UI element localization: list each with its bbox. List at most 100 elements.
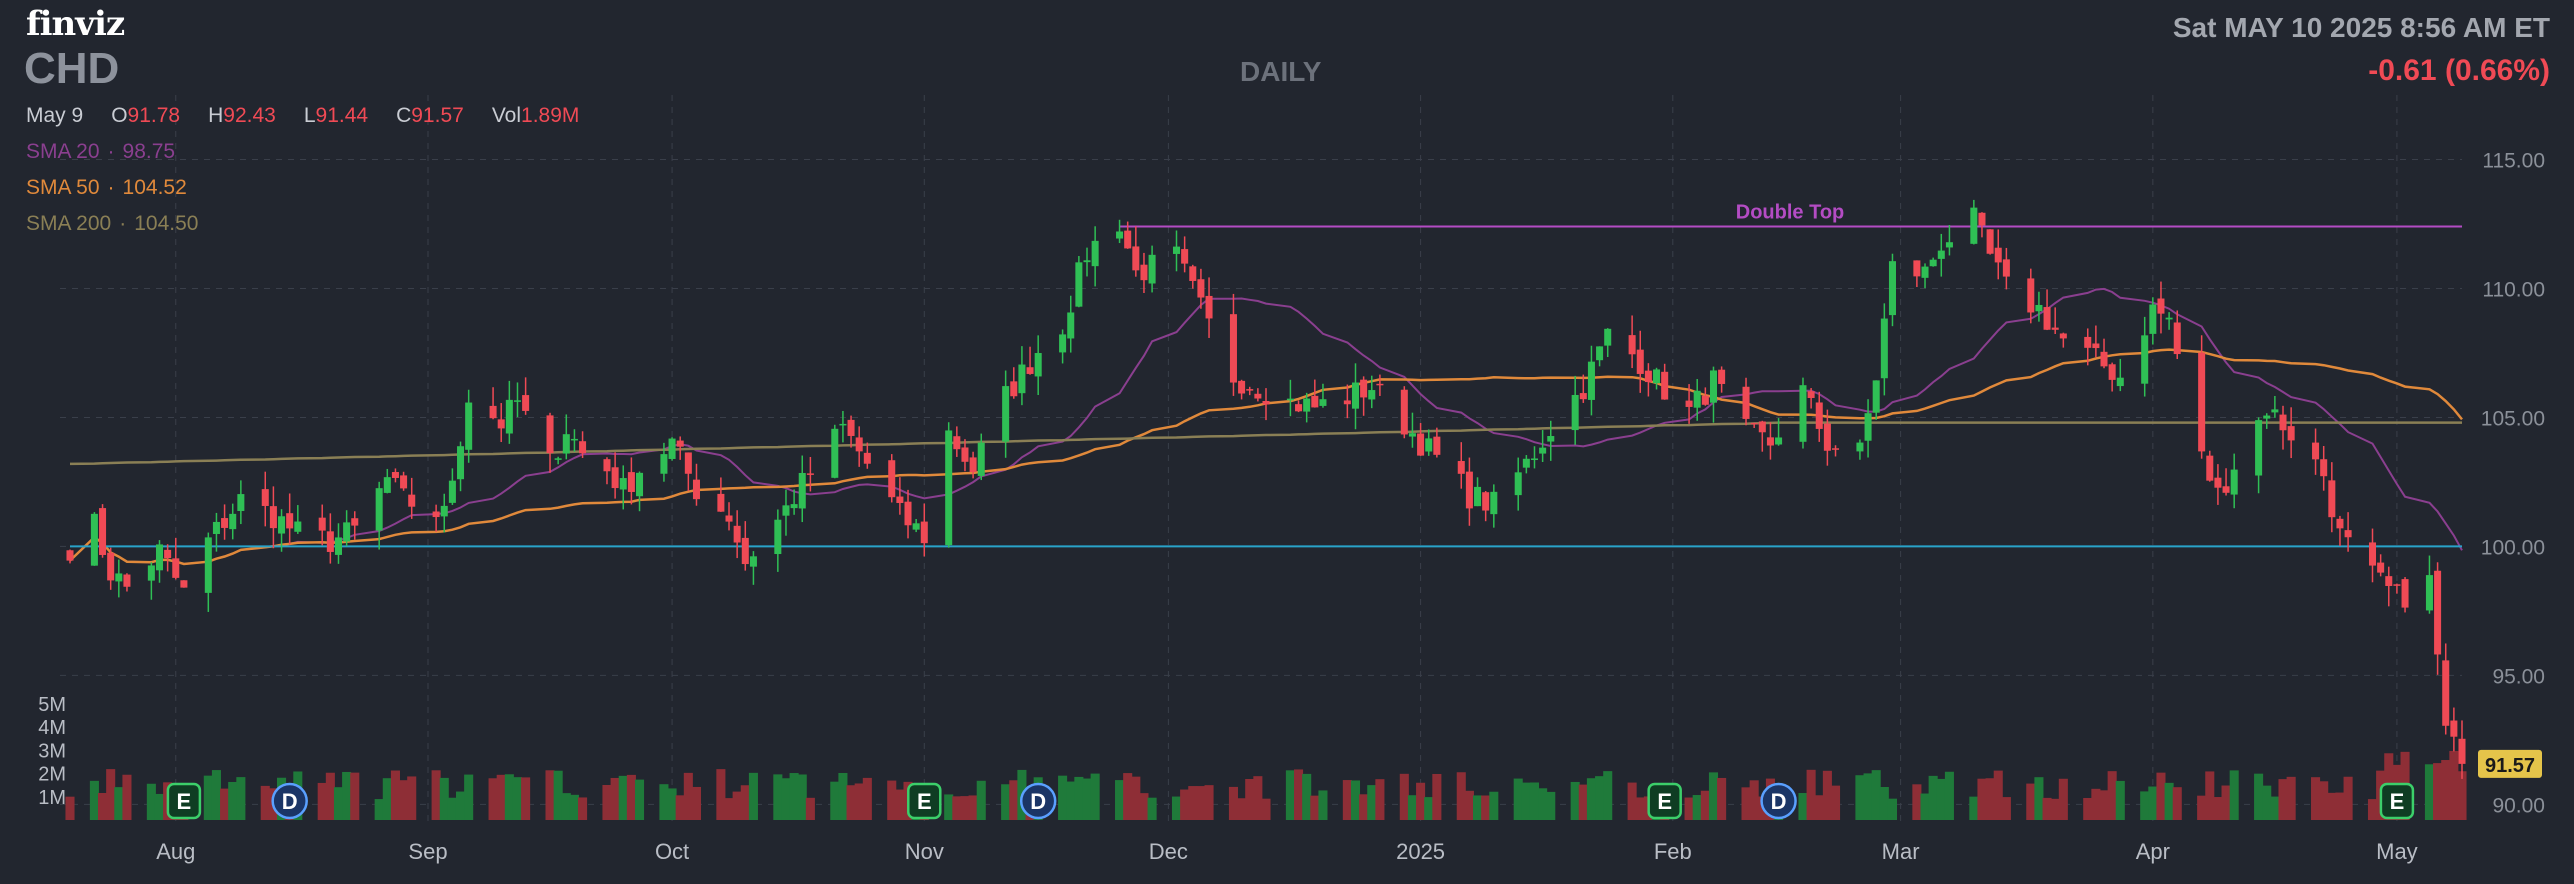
candle-body bbox=[749, 556, 757, 567]
volume-bar bbox=[1310, 795, 1320, 820]
event-marker-label: D bbox=[1030, 789, 1046, 814]
volume-bar bbox=[1228, 786, 1238, 820]
candle-body bbox=[286, 513, 294, 529]
volume-bar bbox=[1521, 782, 1531, 820]
candle-body bbox=[1587, 361, 1595, 400]
y-tick-label: 90.00 bbox=[2492, 794, 2545, 817]
volume-bar bbox=[2449, 750, 2459, 820]
volume-bar bbox=[2254, 773, 2264, 820]
volume-bar bbox=[1977, 778, 1987, 820]
candle-body bbox=[123, 574, 131, 587]
volume-bar bbox=[1936, 778, 1946, 820]
event-marker-label: E bbox=[917, 789, 932, 814]
volume-bar bbox=[2335, 792, 2345, 820]
volume-bar bbox=[2091, 788, 2101, 820]
volume-bar bbox=[203, 775, 213, 820]
volume-bar bbox=[724, 798, 734, 820]
candle-body bbox=[2100, 351, 2108, 367]
volume-bar bbox=[2042, 797, 2052, 820]
chart-axes: 115.00 110.00 105.00 100.00 95.00 90.00 Aug Sep… bbox=[38, 149, 2545, 864]
candle-body bbox=[774, 519, 782, 555]
candle-body bbox=[318, 517, 326, 531]
candle-body bbox=[945, 430, 953, 546]
volume-bar bbox=[2270, 796, 2280, 820]
volume-bar bbox=[1131, 776, 1141, 820]
volume-tick-label: 2M bbox=[38, 764, 66, 786]
volume-bar bbox=[561, 793, 571, 820]
candle-body bbox=[375, 488, 383, 531]
x-tick-label: Aug bbox=[156, 839, 195, 864]
candle-body bbox=[2279, 414, 2287, 431]
volume-bar bbox=[1147, 797, 1157, 820]
volume-bar bbox=[781, 778, 791, 820]
x-tick-label: Apr bbox=[2136, 839, 2170, 864]
volume-bar bbox=[887, 780, 897, 820]
candle-body bbox=[1644, 370, 1652, 383]
volume-bar bbox=[2083, 797, 2093, 820]
volume-bar bbox=[2433, 763, 2443, 820]
volume-bar bbox=[1196, 786, 1206, 820]
candle-body bbox=[1376, 383, 1384, 386]
volume-bar bbox=[2205, 771, 2215, 820]
candle-body bbox=[212, 521, 220, 534]
candle-body bbox=[1994, 247, 2002, 263]
candle-body bbox=[2165, 317, 2173, 320]
candle-body bbox=[505, 399, 513, 434]
candle-body bbox=[1514, 472, 1522, 496]
timeframe-label[interactable]: DAILY bbox=[1240, 56, 1322, 87]
candle-body bbox=[440, 505, 448, 517]
candle-body bbox=[90, 513, 98, 566]
candle-body bbox=[1815, 402, 1823, 429]
candle-body bbox=[1685, 400, 1693, 407]
candle-body bbox=[261, 489, 269, 506]
volume-bar bbox=[602, 784, 612, 820]
candle-body bbox=[546, 415, 554, 454]
sma50-legend[interactable]: SMA 50 · 104.52 bbox=[26, 176, 187, 199]
candle-body bbox=[1709, 370, 1717, 403]
candle-body bbox=[1872, 380, 1880, 413]
candle-body bbox=[1059, 334, 1067, 353]
candle-body bbox=[2336, 518, 2344, 529]
candle-body bbox=[351, 518, 359, 526]
candle-body bbox=[839, 423, 847, 426]
candle-body bbox=[733, 525, 741, 543]
volume-bar bbox=[496, 774, 506, 820]
volume-bar bbox=[968, 795, 978, 820]
volume-bar bbox=[2140, 791, 2150, 820]
volume-bar bbox=[2367, 799, 2378, 820]
volume-bar bbox=[89, 780, 99, 820]
last-price-tag bbox=[2478, 749, 2542, 778]
sma200-legend[interactable]: SMA 200 · 104.50 bbox=[26, 212, 199, 235]
volume-bar bbox=[1814, 795, 1824, 820]
volume-bar bbox=[1294, 769, 1304, 820]
finviz-logo[interactable]: finviz bbox=[26, 4, 125, 44]
candle-body bbox=[611, 467, 619, 489]
candle-body bbox=[2344, 530, 2352, 538]
volume-bar bbox=[350, 772, 360, 820]
volume-bar bbox=[1684, 797, 1694, 820]
candle-body bbox=[888, 460, 896, 498]
candle-body bbox=[831, 428, 839, 478]
candle-body bbox=[692, 479, 700, 500]
volume-bar bbox=[374, 799, 384, 820]
candle-body bbox=[1197, 279, 1205, 298]
earnings-marker bbox=[166, 782, 202, 820]
volume-bar bbox=[846, 785, 856, 820]
x-tick-label: Sep bbox=[408, 839, 447, 864]
sma20-legend[interactable]: SMA 20 · 98.75 bbox=[26, 140, 176, 163]
close-value: 91.57 bbox=[411, 104, 464, 127]
volume-bar bbox=[407, 776, 417, 820]
candle-body bbox=[1832, 448, 1840, 450]
volume-bar bbox=[1627, 782, 1637, 820]
volume-bar bbox=[1920, 793, 1930, 820]
candle-body bbox=[717, 493, 725, 512]
volume-bar bbox=[1009, 780, 1019, 820]
volume-bar bbox=[236, 777, 246, 820]
candle-body bbox=[2377, 562, 2385, 573]
candle-body bbox=[912, 523, 920, 530]
candle-body bbox=[1750, 422, 1758, 425]
volume-bar bbox=[1473, 795, 1483, 820]
volume-bar bbox=[1830, 785, 1841, 820]
candle-body bbox=[904, 501, 912, 526]
